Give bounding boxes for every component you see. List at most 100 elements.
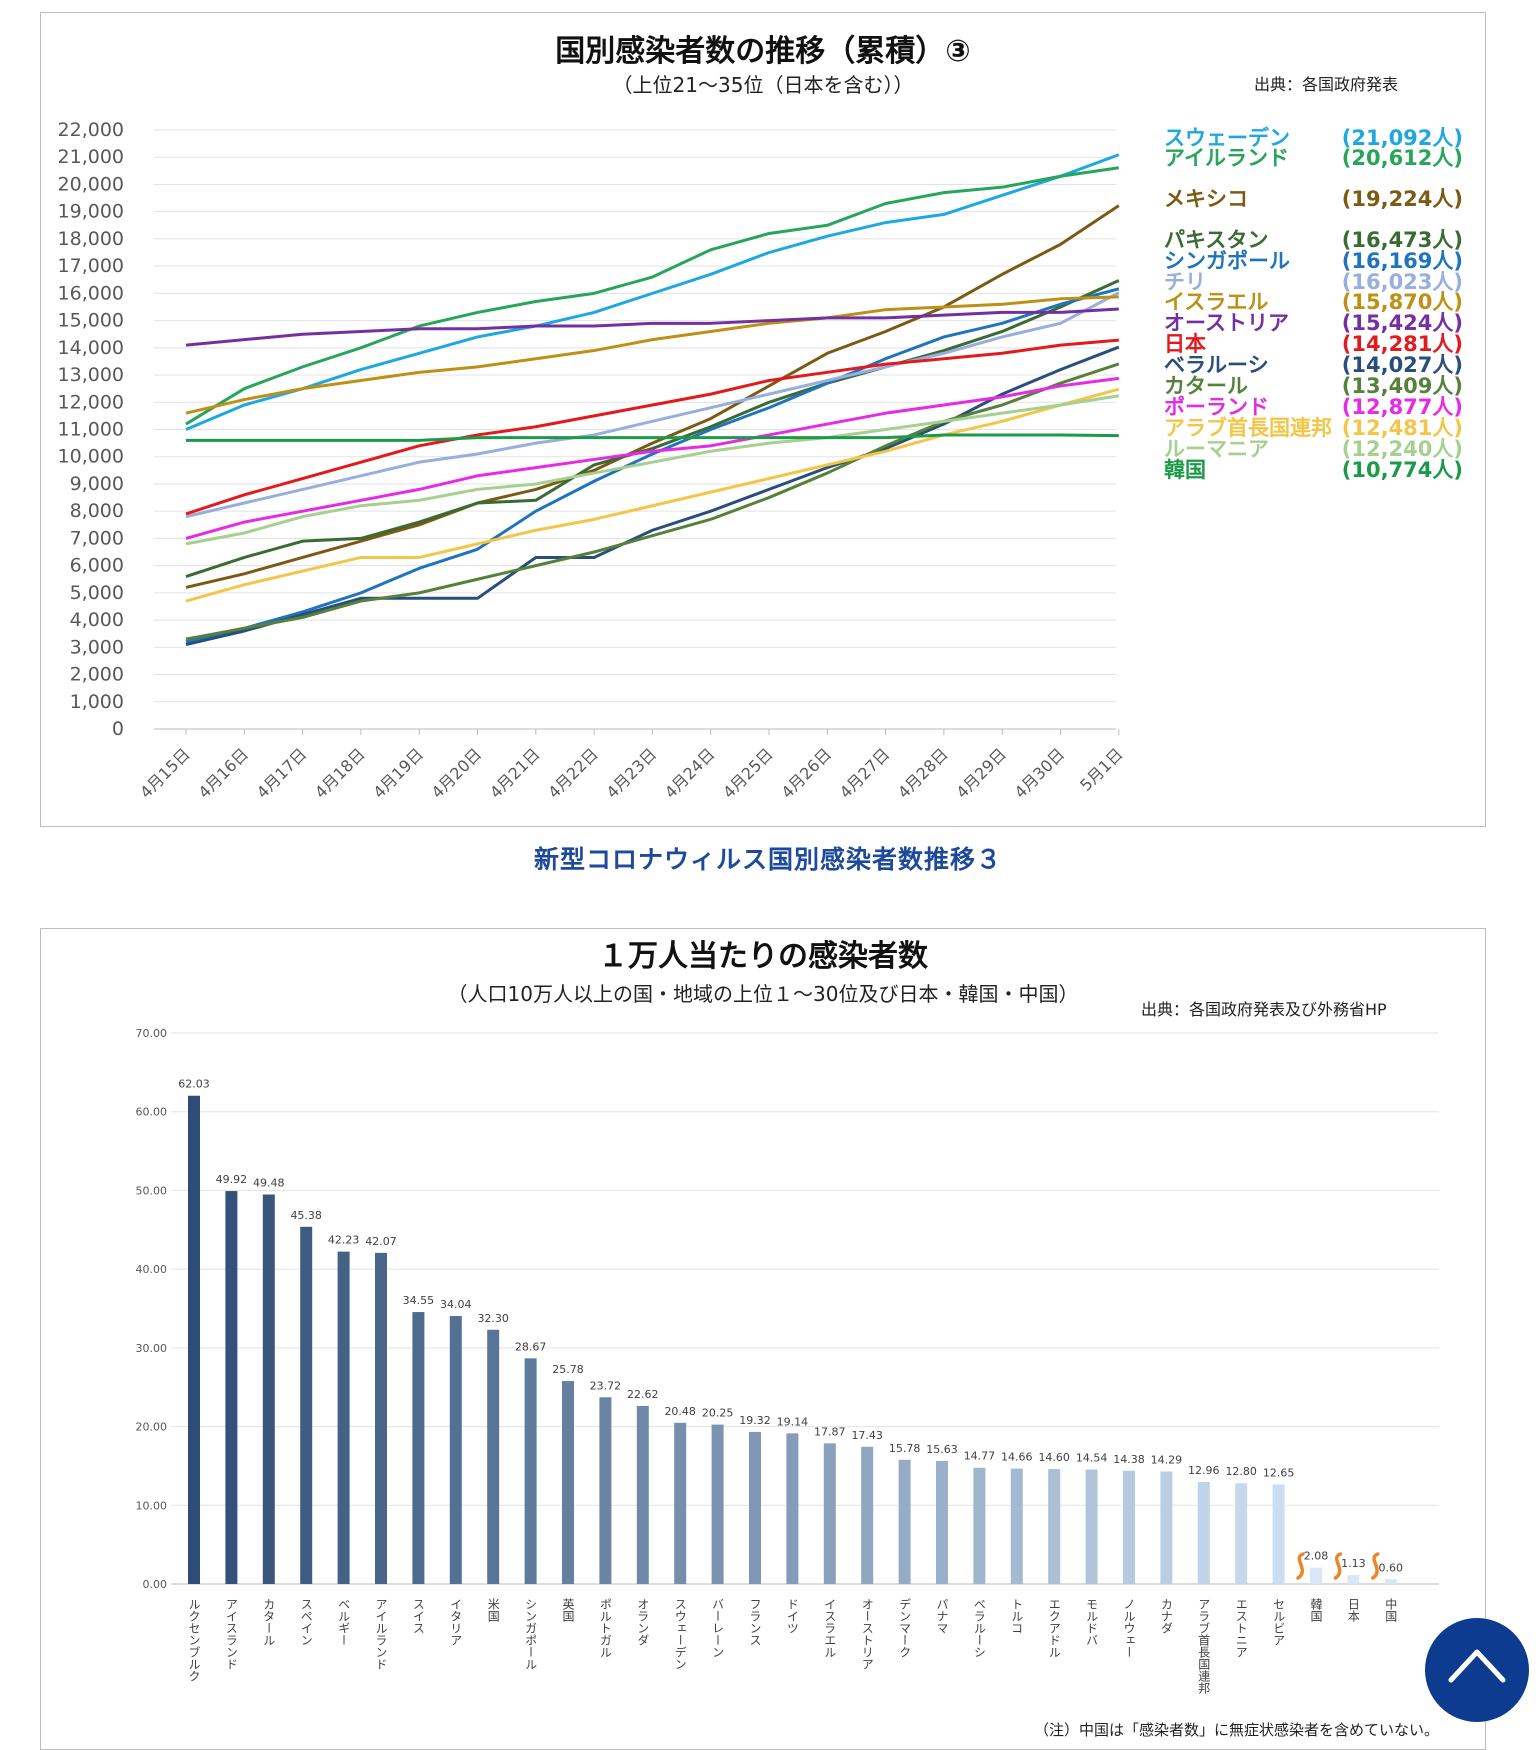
bar-data-label: 45.38 xyxy=(290,1209,322,1222)
bar xyxy=(337,1251,350,1584)
bar xyxy=(749,1431,761,1584)
legend-value: (16,169人) xyxy=(1342,249,1463,273)
x-tick-label: 4月26日 xyxy=(777,744,835,802)
y-tick-label: 50.00 xyxy=(136,1184,168,1197)
bar-chart: １万人当たりの感染者数 （人口10万人以上の国・地域の上位１～30位及び日本・韓国… xyxy=(136,939,1439,1739)
legend-name: メキシコ xyxy=(1164,187,1248,211)
y-tick-label: 8,000 xyxy=(70,500,124,522)
y-tick-label: 20,000 xyxy=(58,173,124,195)
x-tick-label: カナダ xyxy=(1159,1598,1173,1634)
bar xyxy=(1010,1468,1023,1584)
legend-name: ベラルーシ xyxy=(1164,353,1269,377)
bar-data-label: 42.07 xyxy=(365,1235,397,1248)
x-tick-label: モルドバ xyxy=(1085,1598,1099,1646)
x-tick-label: 4月19日 xyxy=(369,744,427,802)
x-tick-label: 4月16日 xyxy=(194,744,252,802)
bar-data-label: 23.72 xyxy=(590,1379,622,1392)
y-tick-label: 30.00 xyxy=(136,1342,168,1355)
chart-subtitle: （人口10万人以上の国・地域の上位１～30位及び日本・韓国・中国） xyxy=(448,982,1079,1006)
x-tick-label: 米国 xyxy=(486,1598,500,1622)
bar xyxy=(786,1433,799,1584)
bar-data-label: 34.55 xyxy=(403,1294,435,1307)
y-tick-label: 70.00 xyxy=(136,1027,168,1040)
bar xyxy=(300,1226,313,1584)
legend-name: スウェーデン xyxy=(1164,126,1290,150)
bar xyxy=(898,1459,911,1584)
y-tick-label: 2,000 xyxy=(70,664,124,686)
legend-value: (12,481人) xyxy=(1342,416,1463,440)
x-tick-label: スウェーデン xyxy=(673,1598,687,1670)
series-line xyxy=(185,166,1120,426)
x-tick-label: エストニア xyxy=(1234,1598,1248,1658)
y-tick-label: 15,000 xyxy=(58,310,124,332)
bar xyxy=(188,1095,200,1584)
scroll-to-top-button[interactable] xyxy=(1425,1618,1529,1722)
line-chart: 国別感染者数の推移（累積）③ （上位21～35位（日本を含む）） 出典：各国政府発表… xyxy=(58,34,1463,802)
bar xyxy=(823,1443,836,1584)
legend-value: (20,612人) xyxy=(1342,146,1463,170)
x-tick-label: アラブ首長国連邦 xyxy=(1197,1598,1211,1694)
bar-data-label: 20.25 xyxy=(702,1407,734,1420)
y-tick-label: 9,000 xyxy=(70,473,124,495)
legend-value: (12,877人) xyxy=(1342,395,1463,419)
x-tick-label: 4月29日 xyxy=(952,744,1010,802)
series-line xyxy=(185,338,1119,516)
axis-break-marker xyxy=(1296,1552,1305,1580)
y-tick-label: 10.00 xyxy=(136,1499,168,1512)
y-tick-label: 12,000 xyxy=(58,391,124,413)
x-tick-label: 4月25日 xyxy=(719,744,777,802)
x-tick-label: 4月17日 xyxy=(253,744,311,802)
bar-data-label: 14.29 xyxy=(1151,1454,1183,1467)
bar xyxy=(936,1460,948,1584)
legend-value: (13,409人) xyxy=(1342,374,1463,398)
y-tick-label: 10,000 xyxy=(58,446,124,468)
bar-data-label: 17.43 xyxy=(851,1429,883,1442)
bar xyxy=(225,1191,238,1584)
legend-name: パキスタン xyxy=(1164,228,1268,252)
series-line xyxy=(185,279,1120,578)
y-tick-label: 14,000 xyxy=(58,337,124,359)
x-tick-label: セルビア xyxy=(1272,1598,1286,1646)
chart-source: 出典：各国政府発表及び外務省HP xyxy=(1141,1000,1387,1019)
y-tick-label: 3,000 xyxy=(70,636,124,658)
y-tick-label: 17,000 xyxy=(58,255,124,277)
series-line xyxy=(185,394,1120,546)
series-line xyxy=(185,295,1119,415)
bar-data-label: 20.48 xyxy=(664,1405,696,1418)
bar xyxy=(524,1358,537,1584)
x-tick-label: 4月15日 xyxy=(136,744,194,802)
x-tick-label: 4月24日 xyxy=(661,744,719,802)
legend-name: アラブ首長国連邦 xyxy=(1164,416,1332,440)
bar xyxy=(1160,1471,1173,1584)
legend-name: ポーランド xyxy=(1164,395,1269,419)
legend-value: (15,424人) xyxy=(1342,311,1463,335)
series-line xyxy=(185,291,1120,519)
y-tick-label: 0 xyxy=(112,718,124,740)
x-tick-label: ルクセンブルク xyxy=(187,1598,201,1682)
bar-data-label: 1.13 xyxy=(1341,1557,1366,1570)
chart-caption-link[interactable]: 新型コロナウィルス国別感染者数推移３ xyxy=(533,845,1002,874)
y-tick-label: 18,000 xyxy=(58,228,124,250)
bar xyxy=(861,1446,874,1584)
bar xyxy=(599,1397,612,1584)
legend-value: (19,224人) xyxy=(1342,187,1463,211)
bar-data-label: 15.63 xyxy=(926,1443,958,1456)
x-tick-label: トルコ xyxy=(1010,1598,1024,1634)
x-tick-label: 4月21日 xyxy=(486,744,544,802)
legend-value: (16,023人) xyxy=(1342,270,1463,294)
bar-data-label: 62.03 xyxy=(178,1078,210,1091)
bar xyxy=(636,1405,649,1584)
y-tick-label: 60.00 xyxy=(136,1106,168,1119)
y-tick-label: 22,000 xyxy=(58,119,124,141)
bar-data-label: 19.14 xyxy=(777,1415,809,1428)
x-tick-label: 日本 xyxy=(1346,1598,1360,1623)
line-chart-panel: 国別感染者数の推移（累積）③ （上位21～35位（日本を含む）） 出典：各国政府発表… xyxy=(40,12,1486,827)
series-line xyxy=(185,376,1119,540)
chart-title: １万人当たりの感染者数 xyxy=(598,939,929,974)
axis-break-marker xyxy=(1371,1552,1380,1580)
legend-name: カタール xyxy=(1164,374,1248,398)
x-tick-label: エクアドル xyxy=(1047,1598,1061,1658)
legend-name: チリ xyxy=(1164,270,1206,294)
legend-name: ルーマニア xyxy=(1164,437,1269,461)
legend-name: 韓国 xyxy=(1164,458,1206,482)
